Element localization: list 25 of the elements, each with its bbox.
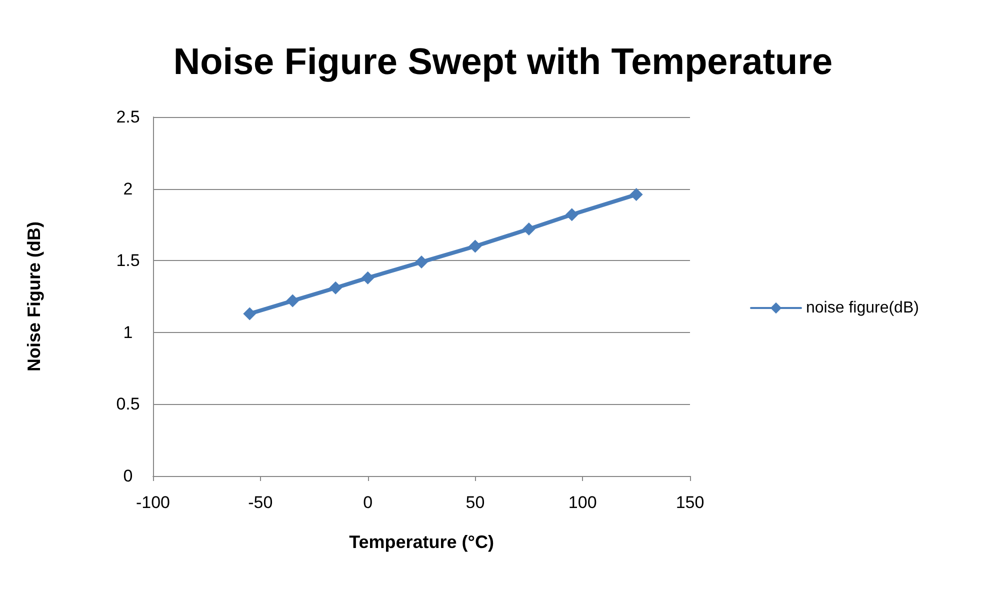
point bbox=[329, 281, 342, 294]
point bbox=[630, 188, 643, 202]
x-tick-label: 50 bbox=[466, 493, 485, 512]
y-tick-label: 1 bbox=[123, 322, 133, 342]
x-tick-label: 100 bbox=[568, 493, 597, 512]
point bbox=[565, 208, 578, 222]
y-axis-title: Noise Figure (dB) bbox=[24, 221, 44, 372]
y-tick-label: 1.5 bbox=[116, 251, 140, 270]
x-axis-title: Temperature (°C) bbox=[349, 532, 494, 552]
x-tick-label: 150 bbox=[676, 493, 704, 512]
point bbox=[361, 271, 374, 284]
point bbox=[415, 256, 428, 269]
x-tick-label: -50 bbox=[248, 493, 273, 512]
legend-label: noise figure(dB) bbox=[806, 300, 919, 316]
y-tick-label: 0 bbox=[123, 466, 133, 486]
point bbox=[243, 307, 256, 320]
chart-title: Noise Figure Swept with Temperature bbox=[173, 41, 833, 82]
point bbox=[522, 222, 536, 236]
y-tick-label: 2 bbox=[123, 179, 133, 198]
point bbox=[286, 294, 300, 308]
y-tick-label: 2.5 bbox=[116, 108, 140, 126]
point bbox=[468, 240, 482, 253]
x-tick-label: -100 bbox=[136, 493, 170, 512]
y-tick-label: 0.5 bbox=[116, 394, 140, 414]
x-tick-label: 0 bbox=[363, 493, 373, 512]
